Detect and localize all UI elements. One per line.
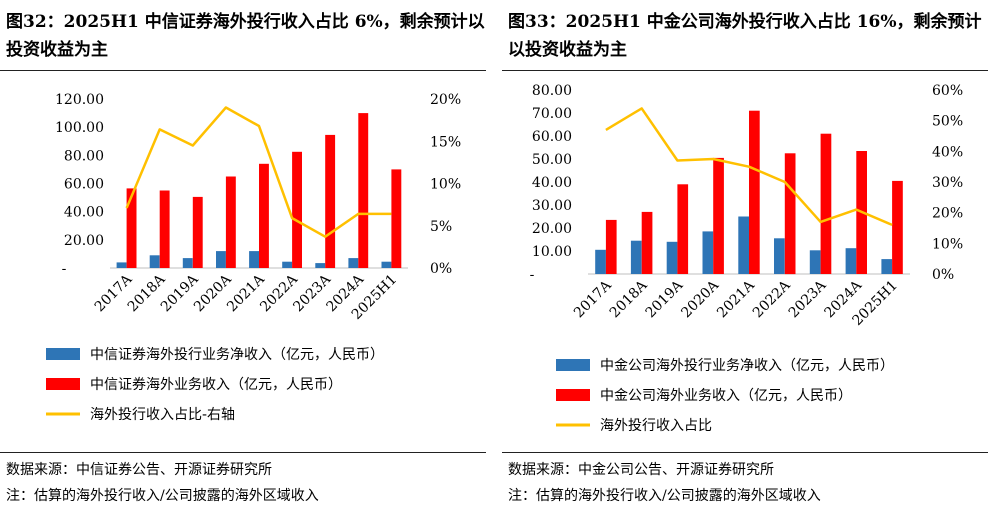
note-text: 注：估算的海外投行收入/公司披露的海外区域收入 (508, 488, 821, 504)
bar-overseas-revenue (892, 180, 903, 274)
legend-swatch-overseas (46, 378, 80, 390)
bar-ib-revenue (216, 251, 226, 268)
y-tick-label: 80.00 (64, 148, 104, 164)
bar-overseas-revenue (605, 219, 617, 274)
bar-overseas-revenue (126, 188, 137, 268)
y2-tick-label: 0% (430, 261, 452, 277)
y-tick-label: 50.00 (532, 152, 572, 168)
bar-ib-revenue (282, 261, 293, 268)
legend-label: 中金公司海外投行业务净收入（亿元，人民币） (600, 358, 894, 374)
source-text: 数据来源：中信证券公告、开源证券研究所 (6, 462, 272, 478)
y-tick-label: 80.00 (532, 83, 572, 99)
bar-ib-revenue (881, 259, 893, 274)
y2-tick-label: 5% (430, 219, 452, 235)
bar-ib-revenue (774, 238, 785, 274)
note-text: 注：估算的海外投行收入/公司披露的海外区域收入 (6, 488, 319, 504)
bar-overseas-revenue (677, 184, 689, 274)
y2-tick-label: 20% (932, 206, 963, 222)
y-tick-label: - (62, 261, 67, 277)
chart-title: 图32：2025H1 中信证券海外投行收入占比 6%，剩余预计以投资收益为主 (6, 12, 485, 60)
y-tick-label: 20.00 (64, 233, 104, 249)
bar-ib-revenue (381, 261, 392, 268)
bar-ib-revenue (249, 251, 259, 268)
bar-overseas-revenue (225, 176, 236, 268)
bar-overseas-revenue (259, 163, 269, 268)
footer-divider (0, 452, 486, 453)
chart-citic: - 20.00 40.00 60.00 80.00 100.00 120.00 0% 5% 10%… (46, 92, 461, 423)
x-tick-label: 2019A (643, 277, 687, 321)
bar-overseas-revenue (820, 133, 832, 274)
source-text: 数据来源：中金公司公告、开源证券研究所 (508, 462, 774, 478)
y-tick-label: 10.00 (532, 244, 572, 260)
legend-label: 中金公司海外业务收入（亿元，人民币） (600, 388, 852, 404)
y-tick-label: 60.00 (64, 177, 104, 193)
y-tick-label: 40.00 (532, 175, 572, 191)
footer-divider (502, 452, 988, 453)
bar-ib-revenue (845, 248, 857, 274)
y-tick-label: 70.00 (532, 106, 572, 122)
y-tick-label: 40.00 (64, 205, 104, 221)
x-tick-label: 2020A (678, 277, 722, 321)
y-tick-label: 60.00 (532, 129, 572, 145)
chart-cicc: - 10.00 20.00 30.00 40.00 50.00 60.00 70.00 80.0… (530, 83, 963, 434)
legend-swatch-overseas (556, 389, 590, 401)
title-divider (502, 70, 988, 71)
bar-overseas-revenue (358, 113, 369, 268)
bar-ib-revenue (702, 231, 714, 274)
y2-tick-label: 40% (932, 144, 963, 160)
y2-tick-label: 30% (932, 175, 963, 191)
y-tick-label: 100.00 (55, 120, 104, 136)
x-tick-label: 2017A (571, 277, 615, 321)
bar-overseas-revenue (391, 169, 402, 268)
bar-overseas-revenue (784, 153, 796, 275)
bar-ib-revenue (630, 240, 642, 274)
bar-ib-revenue (666, 241, 678, 274)
y2-tick-label: 50% (932, 114, 963, 130)
y-tick-label: 20.00 (532, 221, 572, 237)
y-tick-label: - (530, 267, 535, 283)
bar-ib-revenue (315, 263, 326, 268)
bar-overseas-revenue (749, 110, 760, 274)
legend-label: 海外投行收入占比-右轴 (90, 407, 235, 423)
bar-overseas-revenue (325, 134, 336, 268)
bar-ib-revenue (595, 249, 606, 274)
bar-ib-revenue (738, 216, 749, 274)
bar-ib-revenue (116, 262, 127, 268)
bar-overseas-revenue (713, 157, 724, 274)
legend-label: 中信证券海外业务收入（亿元，人民币） (90, 377, 342, 393)
bar-ib-revenue (182, 258, 193, 268)
bar-ib-revenue (348, 258, 359, 268)
y-tick-label: 30.00 (532, 198, 572, 214)
legend-label: 中信证券海外投行业务净收入（亿元，人民币） (90, 347, 384, 363)
y2-tick-label: 10% (932, 236, 963, 252)
bar-overseas-revenue (159, 190, 170, 268)
legend-label: 海外投行收入占比 (600, 418, 712, 434)
x-tick-label: 2023A (786, 277, 830, 321)
chart-title: 图33：2025H1 中金公司海外投行收入占比 16%，剩余预计以投资收益为主 (508, 12, 982, 60)
bar-overseas-revenue (292, 151, 302, 268)
legend-swatch-ib (556, 359, 590, 371)
y2-tick-label: 20% (430, 92, 461, 108)
legend-swatch-ib (46, 348, 80, 360)
bar-ib-revenue (149, 255, 160, 268)
x-tick-label: 2022A (750, 277, 794, 321)
y2-tick-label: 15% (430, 134, 461, 150)
bar-overseas-revenue (641, 211, 653, 274)
x-tick-label: 2021A (714, 277, 758, 321)
y2-tick-label: 60% (932, 83, 963, 99)
y-tick-label: 120.00 (55, 92, 104, 108)
bar-ib-revenue (809, 250, 821, 274)
title-divider (0, 70, 486, 71)
panel-right: 图33：2025H1 中金公司海外投行收入占比 16%，剩余预计以投资收益为主 … (502, 0, 994, 506)
x-tick-label: 2018A (607, 277, 651, 321)
panel-left: 图32：2025H1 中信证券海外投行收入占比 6%，剩余预计以投资收益为主 -… (0, 0, 492, 506)
bar-overseas-revenue (192, 196, 203, 268)
y2-tick-label: 10% (430, 177, 461, 193)
y2-tick-label: 0% (932, 267, 954, 283)
